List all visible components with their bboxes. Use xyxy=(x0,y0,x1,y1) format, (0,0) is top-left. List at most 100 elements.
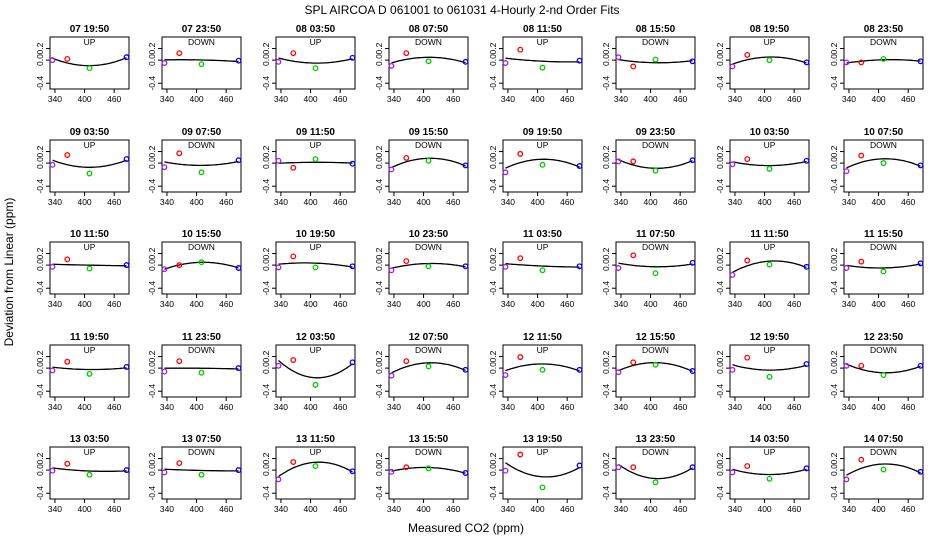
data-point xyxy=(766,165,773,172)
y-tick-label: 0.2 xyxy=(374,452,384,464)
panel-title: 08 07:50 xyxy=(409,24,449,35)
x-tick-label: 460 xyxy=(333,197,347,207)
data-point xyxy=(462,58,469,65)
data-point xyxy=(64,358,71,365)
x-tick-label: 340 xyxy=(614,299,628,309)
data-point xyxy=(917,162,924,169)
y-tick-label: 0.2 xyxy=(829,247,839,259)
panel-title: 11 23:50 xyxy=(182,332,221,343)
y-tick-label: -0.4 xyxy=(147,281,157,296)
y-tick-label: 0.0 xyxy=(601,464,611,476)
x-tick-label: 400 xyxy=(303,504,317,514)
data-point xyxy=(689,58,696,65)
data-point xyxy=(176,262,183,269)
data-point xyxy=(275,264,282,271)
fit-curve xyxy=(505,158,580,169)
x-tick-label: 460 xyxy=(673,299,687,309)
x-tick-label: 460 xyxy=(446,94,460,104)
x-tick-label: 460 xyxy=(560,299,574,309)
data-point xyxy=(235,467,242,474)
x-tick-label: 460 xyxy=(219,197,233,207)
data-point xyxy=(275,362,282,369)
data-point xyxy=(462,366,469,373)
y-tick-label: 0.0 xyxy=(601,362,611,374)
x-tick-label: 340 xyxy=(728,94,742,104)
y-tick-label: -0.4 xyxy=(488,281,498,296)
x-tick-label: 340 xyxy=(501,197,515,207)
y-tick-label: 0.0 xyxy=(715,54,725,66)
x-tick-label: 400 xyxy=(303,197,317,207)
panel-title: 09 15:50 xyxy=(409,127,449,138)
y-tick-label: 0.2 xyxy=(715,247,725,259)
y-tick-label: -0.4 xyxy=(601,281,611,296)
x-tick-label: 460 xyxy=(901,197,915,207)
panel-direction-label: UP xyxy=(84,37,96,47)
panel-direction-label: UP xyxy=(537,345,549,355)
fit-curve xyxy=(164,59,239,63)
panel-title: 09 11:50 xyxy=(296,127,335,138)
data-point xyxy=(349,468,356,475)
data-point xyxy=(425,263,432,270)
y-tick-label: 0.2 xyxy=(601,350,611,362)
x-tick-label: 340 xyxy=(501,94,515,104)
panel-direction-label: UP xyxy=(310,447,322,457)
x-tick-label: 400 xyxy=(530,197,544,207)
data-point xyxy=(766,475,773,482)
y-tick-label: -0.4 xyxy=(35,486,45,501)
panel: 08 19:50 UP -0.4 0.00.2 340 400 460 xyxy=(715,24,810,104)
data-point xyxy=(49,467,56,474)
panel-title: 12 23:50 xyxy=(864,332,904,343)
panel-title: 10 07:50 xyxy=(864,127,904,138)
y-tick-label: 0.2 xyxy=(374,145,384,157)
y-tick-label: 0.0 xyxy=(488,464,498,476)
panel-direction-label: UP xyxy=(537,447,549,457)
panel-direction-label: UP xyxy=(537,140,549,150)
x-tick-label: 460 xyxy=(787,402,801,412)
y-tick-label: 0.0 xyxy=(488,259,498,271)
x-tick-label: 400 xyxy=(189,504,203,514)
fit-curve xyxy=(278,360,353,379)
data-point xyxy=(766,261,773,268)
data-point xyxy=(49,263,56,270)
data-point xyxy=(689,259,696,266)
x-tick-label: 340 xyxy=(274,504,288,514)
panel-title: 11 15:50 xyxy=(864,229,903,240)
data-point xyxy=(198,169,205,176)
x-tick-label: 340 xyxy=(274,197,288,207)
panel-title: 10 03:50 xyxy=(750,127,790,138)
y-tick-label: -0.4 xyxy=(35,76,45,91)
y-tick-label: 0.0 xyxy=(374,259,384,271)
y-tick-label: -0.4 xyxy=(147,76,157,91)
fit-curve xyxy=(278,461,353,478)
x-tick-label: 460 xyxy=(560,402,574,412)
data-point xyxy=(517,46,524,53)
data-point xyxy=(64,152,71,158)
y-tick-label: -0.4 xyxy=(35,384,45,399)
panel-direction-label: DOWN xyxy=(188,447,215,457)
data-point xyxy=(729,161,736,168)
panel: 08 23:50 DOWN -0.4 0.00.2 340 400 460 xyxy=(829,24,924,104)
data-point xyxy=(880,372,887,378)
panel-title: 13 15:50 xyxy=(409,434,449,445)
data-point xyxy=(858,258,865,265)
x-tick-label: 460 xyxy=(560,504,574,514)
data-point xyxy=(462,162,469,169)
panel-direction-label: UP xyxy=(537,242,549,252)
y-tick-label: 0.2 xyxy=(147,452,157,464)
panel: 08 07:50 DOWN -0.4 0.00.2 340 400 460 xyxy=(374,24,469,104)
panel-title: 08 11:50 xyxy=(523,24,562,35)
data-point xyxy=(729,63,736,70)
panel-title: 13 11:50 xyxy=(296,434,335,445)
y-tick-label: 0.0 xyxy=(261,157,271,169)
data-point xyxy=(425,465,432,472)
y-tick-label: 0.0 xyxy=(715,362,725,374)
y-tick-label: -0.4 xyxy=(374,486,384,501)
data-point xyxy=(349,160,356,167)
panel-title: 08 03:50 xyxy=(296,24,336,35)
panel-direction-label: DOWN xyxy=(870,447,897,457)
data-point xyxy=(917,260,924,267)
data-point xyxy=(744,156,751,163)
y-tick-label: 0.0 xyxy=(601,54,611,66)
y-tick-label: 0.0 xyxy=(374,464,384,476)
x-tick-label: 400 xyxy=(757,299,771,309)
